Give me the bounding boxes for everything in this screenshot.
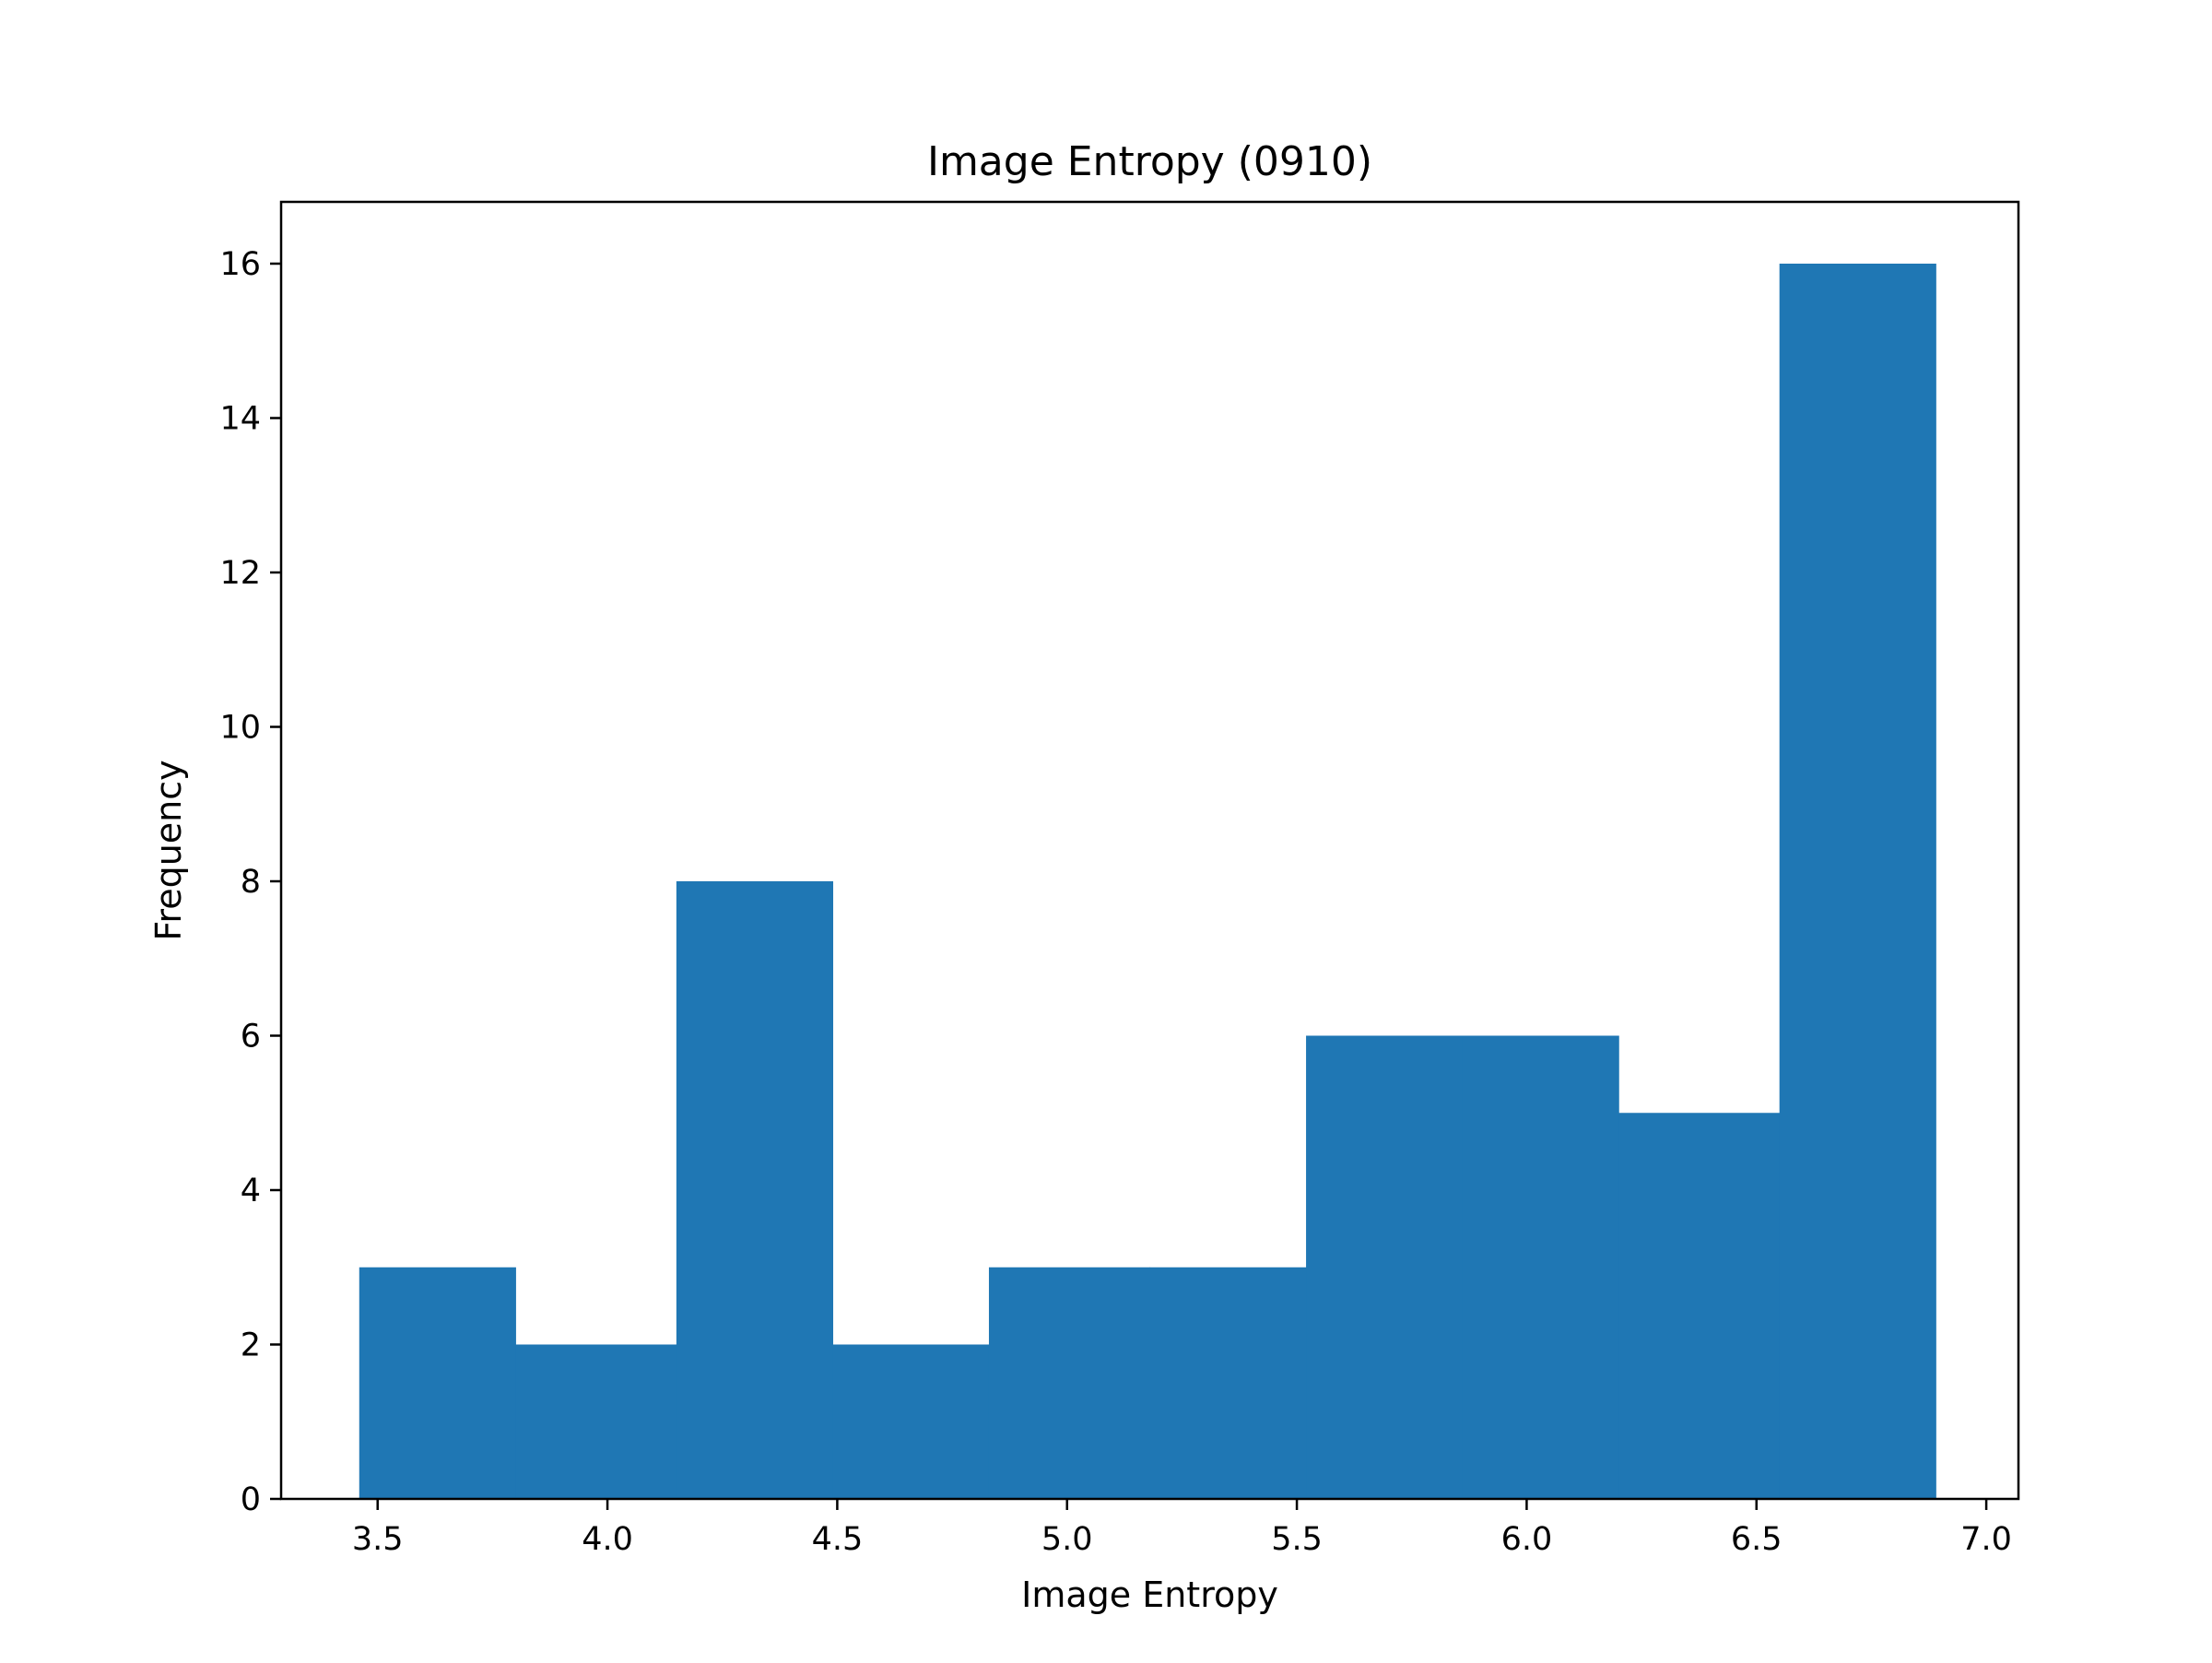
histogram-bar xyxy=(1149,1267,1307,1499)
ticks-layer: 3.5 4.0 4.5 5.0 5.5 6.0 6.5 7.0 0 2 4 6 8 10 12 14 16 xyxy=(219,246,2011,1558)
bars-layer xyxy=(359,264,1936,1499)
histogram-bar xyxy=(1462,1035,1619,1499)
y-tick-label: 2 xyxy=(241,1327,261,1364)
x-tick-label: 5.0 xyxy=(1041,1521,1093,1558)
y-tick-label: 0 xyxy=(241,1481,261,1518)
y-tick-label: 4 xyxy=(241,1173,261,1209)
x-tick-label: 4.0 xyxy=(582,1521,633,1558)
y-tick-label: 8 xyxy=(241,864,261,901)
x-tick-label: 7.0 xyxy=(1960,1521,2012,1558)
plot-frame xyxy=(279,200,2020,1501)
x-tick-label: 4.5 xyxy=(812,1521,864,1558)
histogram-bar xyxy=(676,881,834,1499)
y-tick-label: 14 xyxy=(219,401,261,438)
histogram-bar xyxy=(832,1344,990,1499)
histogram-bar xyxy=(1306,1035,1464,1499)
histogram-bar xyxy=(988,1267,1151,1499)
histogram-bar xyxy=(1618,1113,1781,1499)
y-tick-label: 16 xyxy=(219,246,261,283)
chart-title: Image Entropy (0910) xyxy=(927,138,1372,185)
histogram-bar xyxy=(359,1267,516,1499)
y-tick-label: 10 xyxy=(219,710,261,747)
y-axis-label: Frequency xyxy=(148,760,189,940)
histogram-bar xyxy=(1779,264,1936,1499)
x-tick-label: 6.0 xyxy=(1501,1521,1553,1558)
y-tick-label: 6 xyxy=(241,1019,261,1056)
y-tick-label: 12 xyxy=(219,555,261,592)
x-tick-label: 3.5 xyxy=(352,1521,404,1558)
histogram-bar xyxy=(515,1344,677,1499)
x-axis-label: Image Entropy xyxy=(1021,1575,1278,1615)
x-tick-label: 6.5 xyxy=(1731,1521,1783,1558)
x-tick-label: 5.5 xyxy=(1271,1521,1323,1558)
